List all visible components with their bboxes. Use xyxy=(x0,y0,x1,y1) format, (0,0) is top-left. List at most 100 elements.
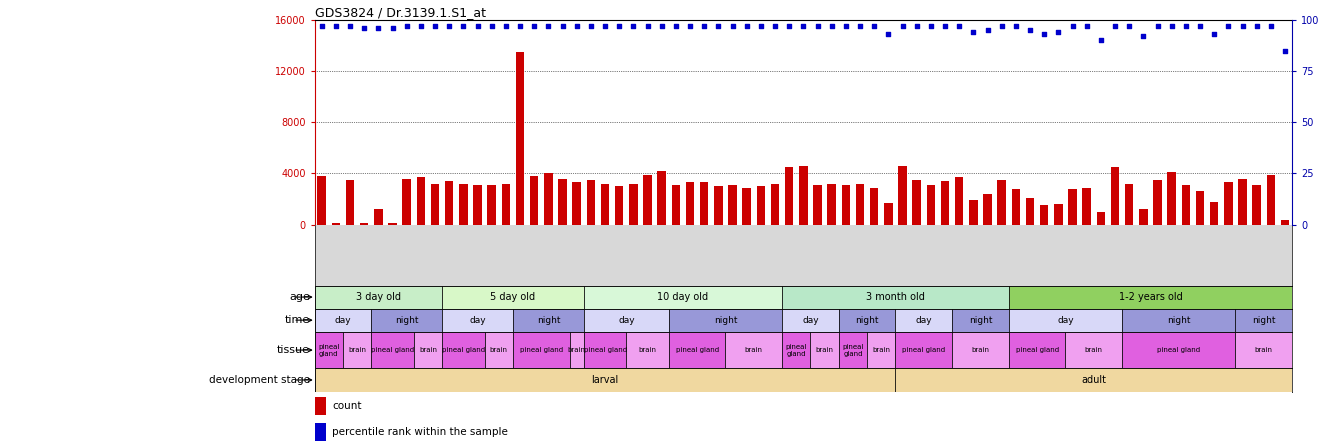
Text: larval: larval xyxy=(592,375,619,385)
Text: brain: brain xyxy=(490,347,507,353)
Bar xyxy=(442,309,513,332)
Text: 1-2 years old: 1-2 years old xyxy=(1118,292,1182,302)
Bar xyxy=(1281,219,1289,225)
Point xyxy=(595,23,616,30)
Text: 3 day old: 3 day old xyxy=(356,292,400,302)
Point xyxy=(778,23,799,30)
Bar xyxy=(315,369,896,392)
Text: day: day xyxy=(916,316,932,325)
Point xyxy=(849,23,870,30)
Text: brain: brain xyxy=(744,347,763,353)
Point xyxy=(1118,23,1139,30)
Point xyxy=(453,23,474,30)
Point xyxy=(1077,23,1098,30)
Bar xyxy=(728,185,736,225)
Point xyxy=(1146,23,1168,30)
Point xyxy=(1232,23,1253,30)
Bar xyxy=(584,332,627,369)
Bar xyxy=(828,184,836,225)
Point xyxy=(679,23,700,30)
Point xyxy=(608,23,629,30)
Bar xyxy=(782,309,838,332)
Point xyxy=(1260,23,1281,30)
Point xyxy=(382,24,403,32)
Point xyxy=(353,24,375,32)
Text: pineal gland: pineal gland xyxy=(520,347,562,353)
Bar xyxy=(868,332,896,369)
Bar xyxy=(955,177,964,225)
Point xyxy=(1161,23,1182,30)
Text: pineal
gland: pineal gland xyxy=(842,344,864,357)
Point xyxy=(410,23,431,30)
Bar xyxy=(1008,332,1066,369)
Point xyxy=(651,23,672,30)
Point xyxy=(1062,23,1083,30)
Point xyxy=(722,23,743,30)
Bar xyxy=(584,285,782,309)
Point xyxy=(963,29,984,36)
Bar xyxy=(726,332,782,369)
Bar xyxy=(317,176,325,225)
Bar xyxy=(1236,332,1292,369)
Point xyxy=(907,23,928,30)
Bar xyxy=(1054,204,1063,225)
Point xyxy=(1189,23,1210,30)
Bar xyxy=(1236,309,1292,332)
Point xyxy=(509,23,530,30)
Bar xyxy=(573,182,581,225)
Bar xyxy=(1168,172,1176,225)
Bar xyxy=(485,332,513,369)
Bar xyxy=(757,186,765,225)
Bar xyxy=(416,177,426,225)
Text: brain: brain xyxy=(872,347,890,353)
Bar xyxy=(315,332,343,369)
Bar xyxy=(1008,285,1292,309)
Point xyxy=(495,23,517,30)
Bar xyxy=(544,174,553,225)
Bar xyxy=(941,181,949,225)
Point xyxy=(948,23,969,30)
Point xyxy=(566,23,588,30)
Bar xyxy=(1139,209,1148,225)
Bar xyxy=(686,182,695,225)
Bar xyxy=(530,176,538,225)
Bar xyxy=(584,309,668,332)
Point xyxy=(637,23,659,30)
Bar xyxy=(388,223,396,225)
Bar xyxy=(856,184,864,225)
Point xyxy=(807,23,829,30)
Text: pineal gland: pineal gland xyxy=(1157,347,1200,353)
Text: day: day xyxy=(1058,316,1074,325)
Bar xyxy=(771,184,779,225)
Point xyxy=(877,31,898,38)
Point xyxy=(325,23,347,30)
Bar xyxy=(1122,309,1236,332)
Bar xyxy=(782,332,810,369)
Text: pineal gland: pineal gland xyxy=(902,347,945,353)
Point xyxy=(920,23,941,30)
Bar xyxy=(1252,185,1261,225)
Bar xyxy=(513,332,569,369)
Bar xyxy=(371,309,442,332)
Bar xyxy=(431,184,439,225)
Text: time: time xyxy=(284,315,309,325)
Bar xyxy=(952,332,1008,369)
Bar xyxy=(315,423,327,441)
Bar xyxy=(445,181,454,225)
Point xyxy=(1176,23,1197,30)
Point xyxy=(311,23,332,30)
Text: night: night xyxy=(1168,316,1190,325)
Bar xyxy=(1267,175,1275,225)
Bar xyxy=(1097,212,1105,225)
Bar xyxy=(615,186,624,225)
Bar xyxy=(668,309,782,332)
Bar xyxy=(714,186,723,225)
Text: 5 day old: 5 day old xyxy=(490,292,536,302)
Bar xyxy=(516,52,525,225)
Point xyxy=(1019,27,1040,34)
Point xyxy=(1204,31,1225,38)
Point xyxy=(1090,37,1111,44)
Bar xyxy=(842,185,850,225)
Bar xyxy=(813,185,822,225)
Text: pineal gland: pineal gland xyxy=(584,347,627,353)
